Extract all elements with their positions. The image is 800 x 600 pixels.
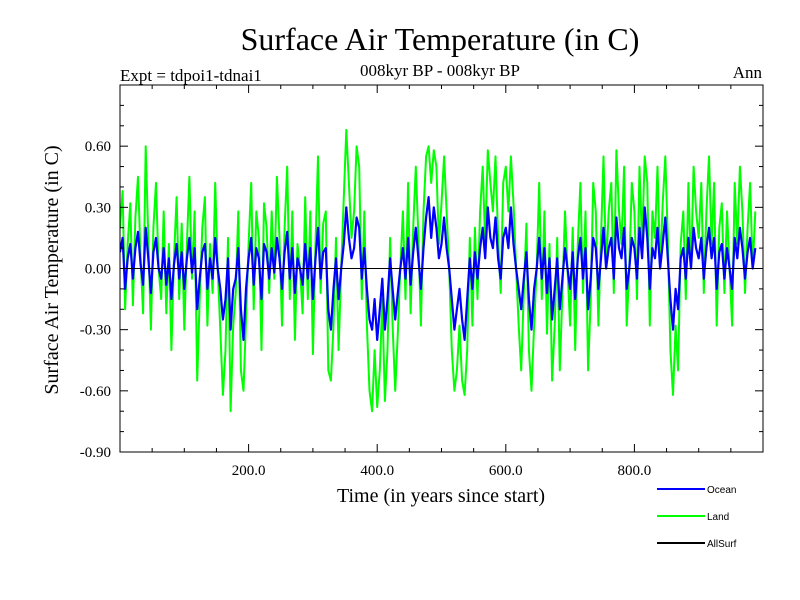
ocean-series-line (120, 196, 757, 341)
tick-layer: 200.0 400.0 600.0 800.0 -0.90 -0.60 -0.30 0.00 0… (80, 85, 763, 479)
y-tick-label: -0.30 (80, 323, 111, 339)
x-tick-label: 600.0 (489, 463, 523, 479)
x-axis-label: Time (in years since start) (337, 485, 545, 507)
x-tick-label: 200.0 (232, 463, 266, 479)
y-axis-label: Surface Air Temperature (in C) (41, 145, 63, 394)
y-tick-label: -0.90 (80, 445, 111, 461)
chart-title: Surface Air Temperature (in C) (241, 21, 640, 57)
y-tick-label: -0.60 (80, 384, 111, 400)
legend-label-ocean: Ocean (707, 485, 736, 496)
x-tick-label: 800.0 (618, 463, 652, 479)
chart-subtitle: 008kyr BP - 008kyr BP (360, 61, 520, 80)
y-tick-label: 0.00 (85, 262, 111, 278)
plot-area: 200.0 400.0 600.0 800.0 -0.90 -0.60 -0.30 0.00 0… (80, 84, 764, 479)
land-series-line (120, 128, 757, 413)
legend: Ocean Land AllSurf (657, 485, 737, 550)
y-tick-label: 0.60 (85, 139, 111, 155)
experiment-label: Expt = tdpoi1-tdnai1 (120, 66, 262, 85)
series-layer (120, 128, 757, 413)
y-tick-label: 0.30 (85, 200, 111, 216)
legend-label-land: Land (707, 512, 729, 523)
season-label: Ann (733, 63, 763, 82)
legend-label-allsurf: AllSurf (707, 539, 737, 550)
x-tick-label: 400.0 (360, 463, 394, 479)
